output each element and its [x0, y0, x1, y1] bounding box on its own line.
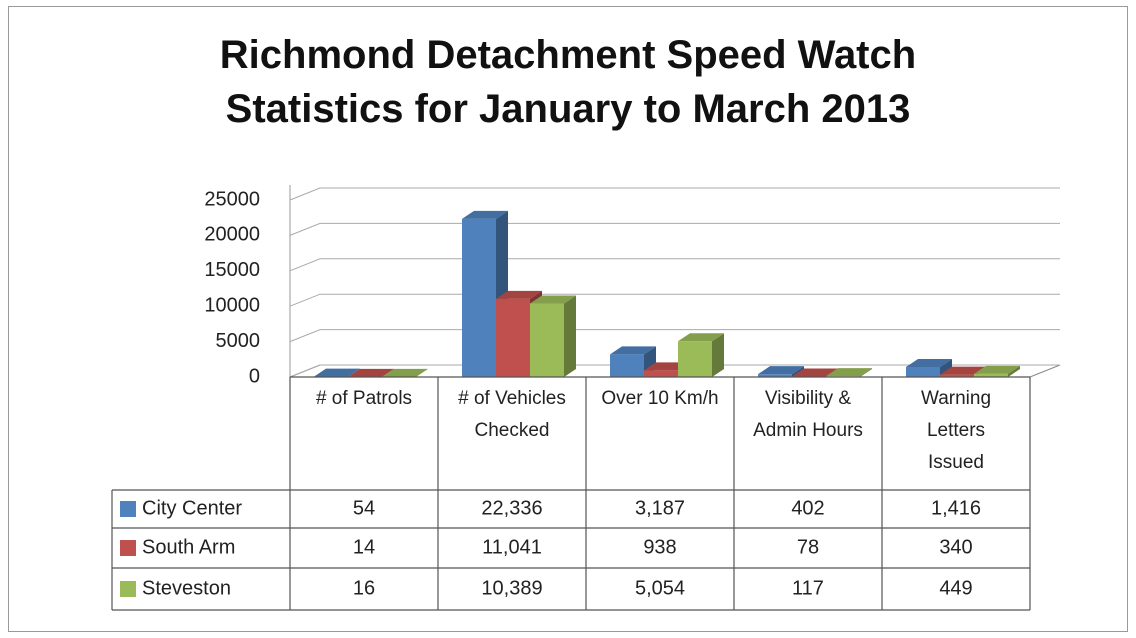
data-label: 402 — [791, 497, 824, 519]
data-label: 16 — [353, 577, 375, 599]
x-tick-label: Warning Letters Issued — [920, 388, 992, 473]
category-cell: Visibility & Admin Hours — [753, 388, 863, 441]
data-label: 22,336 — [481, 497, 542, 519]
bar-top — [906, 358, 952, 367]
bar-top — [462, 210, 508, 219]
y-tick-label: 0 — [249, 365, 260, 387]
bar-front — [974, 373, 1008, 377]
bar-side — [792, 366, 804, 377]
category-cell: # of Patrols — [315, 388, 413, 409]
bar — [530, 295, 576, 377]
data-label: 340 — [939, 536, 972, 558]
bar-top — [940, 366, 986, 375]
grid-line — [289, 329, 1060, 343]
legend-label: City Center — [142, 497, 242, 519]
bar-side — [564, 295, 576, 377]
bar-top — [678, 333, 724, 342]
grid-line — [289, 364, 1060, 378]
data-label: 1,416 — [931, 497, 981, 519]
legend-label: Steveston — [142, 577, 231, 599]
bar-top — [610, 346, 656, 355]
bar-front — [906, 366, 940, 377]
data-label: 14 — [353, 536, 375, 558]
data-label: 117 — [792, 577, 824, 599]
back-wall — [290, 173, 1060, 377]
data-label: 938 — [643, 536, 676, 558]
bar-front — [496, 298, 530, 377]
category-cell: Over 10 Km/h — [601, 388, 719, 409]
chart-title: Richmond Detachment Speed Watch Statisti… — [219, 33, 917, 131]
data-label: 54 — [353, 497, 375, 519]
data-label: 11,041 — [482, 536, 542, 558]
data-label: 5,054 — [635, 577, 685, 599]
bar-top — [792, 368, 838, 377]
bar-side — [1008, 365, 1020, 377]
bar — [974, 365, 1020, 377]
bar-top — [530, 295, 576, 304]
bar-side — [860, 368, 872, 377]
data-label: 449 — [939, 577, 972, 599]
y-tick-label: 10000 — [204, 294, 260, 316]
bar-front — [940, 374, 974, 377]
y-tick-label: 20000 — [204, 224, 260, 246]
bar-top — [382, 368, 428, 377]
category-cell: # of Vehicles Checked — [458, 388, 566, 441]
bar-top — [348, 368, 394, 377]
bar-front — [530, 303, 564, 377]
y-tick-label: 15000 — [204, 259, 260, 281]
bar-front — [610, 354, 644, 377]
chart-frame — [8, 6, 1128, 632]
category-cell: Warning Letters Issued — [920, 388, 992, 473]
bar — [462, 210, 508, 377]
bar — [758, 366, 804, 377]
legend-label: South Arm — [142, 536, 235, 558]
grid-line — [289, 187, 1060, 201]
bar-side — [416, 368, 428, 377]
x-tick-label: # of Patrols — [315, 388, 413, 409]
legend-key — [120, 501, 136, 517]
bar-front — [758, 374, 792, 377]
grid-line — [289, 293, 1060, 307]
x-tick-label: Visibility & Admin Hours — [753, 388, 863, 441]
bar-front — [678, 341, 712, 377]
data-label: 3,187 — [635, 497, 685, 519]
legend-key — [120, 581, 136, 597]
bar — [906, 358, 952, 377]
y-tick-label: 5000 — [216, 330, 261, 352]
data-label: 10,389 — [481, 577, 542, 599]
bar-top — [314, 368, 360, 377]
bar-top — [826, 368, 872, 377]
bar-top — [496, 290, 542, 299]
bar — [678, 333, 724, 377]
bar-top — [758, 366, 804, 375]
x-tick-label: Over 10 Km/h — [601, 388, 719, 409]
bar — [610, 346, 656, 377]
legend-key — [120, 540, 136, 556]
grid-line — [289, 258, 1060, 272]
bar-side — [712, 333, 724, 377]
data-label: 78 — [797, 536, 819, 558]
bar-front — [644, 370, 678, 377]
y-tick-label: 25000 — [204, 188, 260, 210]
grid-line — [289, 222, 1060, 236]
bar-front — [462, 218, 496, 377]
bar-side — [940, 358, 952, 377]
x-tick-label: # of Vehicles Checked — [458, 388, 566, 441]
bar-top — [974, 365, 1020, 374]
